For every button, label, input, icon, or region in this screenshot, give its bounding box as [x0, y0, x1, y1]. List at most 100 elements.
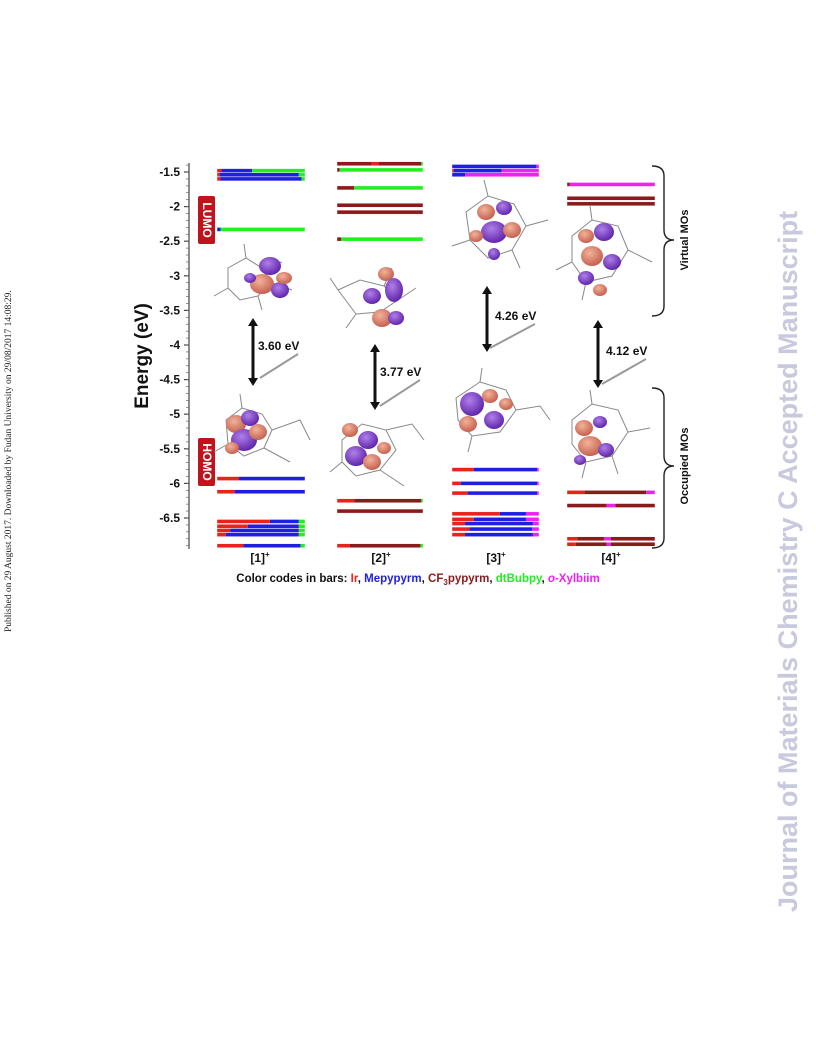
- mo-fragment-segment: [421, 161, 423, 166]
- mo-fragment-segment: [301, 176, 305, 181]
- mo-bar-outline: [336, 185, 424, 191]
- mo-bar-outline: [451, 490, 540, 496]
- mo-bar-outline: [451, 532, 540, 537]
- mo-fragment-segment: [567, 490, 585, 495]
- mo-fragment-segment: [646, 490, 655, 495]
- mo-fragment-segment: [452, 491, 468, 496]
- mo-fragment-segment: [337, 509, 423, 514]
- mo-level-bar: [336, 543, 424, 548]
- mo-fragment-segment: [230, 528, 299, 533]
- mo-bar-outline: [216, 176, 306, 182]
- legend-prefix: Color codes in bars:: [236, 573, 350, 585]
- gap-arrow: 3.60 eV: [248, 318, 299, 386]
- mo-level-bar: [566, 503, 656, 508]
- mo-bar-outline: [216, 227, 306, 232]
- mo-fragment-segment: [371, 161, 379, 166]
- mo-fragment-segment: [337, 237, 342, 242]
- legend-item-tail: -Xylbiim: [555, 573, 600, 585]
- mo-fragment-segment: [501, 168, 539, 173]
- orbital-lumo-1: [213, 243, 293, 311]
- orbital-lumo-3: [451, 179, 549, 269]
- mo-level-bar: [566, 201, 656, 207]
- gap-value-label: 3.77 eV: [380, 365, 421, 379]
- mo-fragment-segment: [217, 528, 231, 533]
- mo-level-bar: [451, 164, 540, 169]
- mo-level-bars: [216, 161, 656, 548]
- mo-level-bar: [451, 517, 540, 522]
- legend-item-tail: pypyrm: [448, 573, 490, 585]
- occupied-mos-brace: Occupied MOs: [651, 387, 691, 549]
- mo-fragment-segment: [452, 527, 470, 532]
- lumo-tag-text: LUMO: [200, 202, 214, 237]
- mo-bar-outline: [566, 542, 656, 547]
- mo-fragment-segment: [217, 176, 221, 181]
- mo-fragment-segment: [465, 172, 539, 177]
- mo-level-bar: [216, 543, 306, 548]
- gap-callout-line: [259, 353, 299, 379]
- mo-bar-outline: [336, 167, 424, 173]
- mo-fragment-segment: [452, 481, 461, 486]
- gap-arrow-head-down: [248, 378, 258, 386]
- mo-fragment-segment: [221, 168, 253, 173]
- mo-level-bar: [566, 196, 656, 201]
- y-tick-label: -4.5: [159, 373, 180, 387]
- mo-fragment-segment: [239, 476, 305, 481]
- mo-fragment-segment: [453, 168, 502, 173]
- orbital-lumo-4: [555, 205, 653, 301]
- gap-arrow-head-up: [248, 318, 258, 326]
- mo-fragment-segment: [337, 161, 372, 166]
- mo-fragment-segment: [243, 543, 301, 548]
- mo-fragment-segment: [567, 542, 576, 547]
- mo-fragment-segment: [252, 168, 305, 173]
- homo-tag: HOMO: [198, 438, 215, 486]
- mo-bar-outline: [336, 498, 424, 503]
- mo-fragment-segment: [337, 210, 423, 215]
- mo-fragment-segment: [452, 172, 466, 177]
- mo-fragment-segment: [452, 467, 474, 472]
- homo-tag-box: [198, 438, 215, 486]
- orbital-lumo-2: [329, 267, 417, 329]
- mo-fragment-segment: [469, 527, 533, 532]
- mo-level-bar: [216, 519, 306, 524]
- legend-separator: ,: [422, 573, 428, 585]
- orbital-homo-4: [571, 389, 651, 479]
- mo-fragment-segment: [499, 511, 526, 516]
- mo-level-bar: [336, 498, 424, 503]
- gap-value-label: 3.60 eV: [258, 339, 299, 353]
- homo-lumo-gaps: 3.60 eV 3.77 eV 4.26 eV 4.12 eV: [248, 286, 647, 410]
- y-tick-label: -2.5: [159, 234, 180, 248]
- mo-fragment-segment: [537, 491, 539, 496]
- mo-fragment-segment: [217, 172, 220, 177]
- mo-fragment-segment: [225, 532, 299, 537]
- y-tick-label: -3.5: [159, 303, 180, 317]
- gap-value-label: 4.12 eV: [606, 344, 647, 358]
- mo-fragment-segment: [567, 182, 570, 187]
- mo-fragment-segment: [465, 532, 533, 537]
- mo-level-bar: [566, 536, 656, 541]
- legend-separator: ,: [542, 573, 548, 585]
- legend-separator: ,: [489, 573, 495, 585]
- legend-item: dtBubpy: [496, 573, 543, 585]
- lumo-tag-box: [198, 196, 215, 244]
- mo-fragment-segment: [298, 172, 305, 177]
- mo-fragment-segment: [611, 536, 655, 541]
- gap-arrow-head-up: [482, 286, 492, 294]
- mo-level-bar: [566, 182, 656, 187]
- mo-fragment-segment: [217, 489, 235, 494]
- mo-fragment-segment: [247, 524, 299, 529]
- compound-label: [4]+: [601, 550, 621, 565]
- mo-fragment-segment: [220, 227, 305, 232]
- homo-tag-text: HOMO: [200, 443, 214, 480]
- legend-item: CF: [428, 573, 443, 585]
- mo-level-bar: [336, 203, 424, 208]
- mo-fragment-segment: [337, 185, 355, 190]
- orbital-homo-3: [455, 367, 551, 453]
- compound-labels: [1]+ [2]+ [3]+ [4]+: [250, 550, 621, 565]
- occupied-mos-label: Occupied MOs: [679, 427, 691, 504]
- mo-fragment-segment: [298, 519, 305, 524]
- y-tick-label: -1.5: [159, 165, 180, 179]
- y-tick-label: -4: [169, 338, 180, 352]
- gap-arrow-head-down: [593, 380, 603, 388]
- mo-level-bar: [336, 161, 424, 166]
